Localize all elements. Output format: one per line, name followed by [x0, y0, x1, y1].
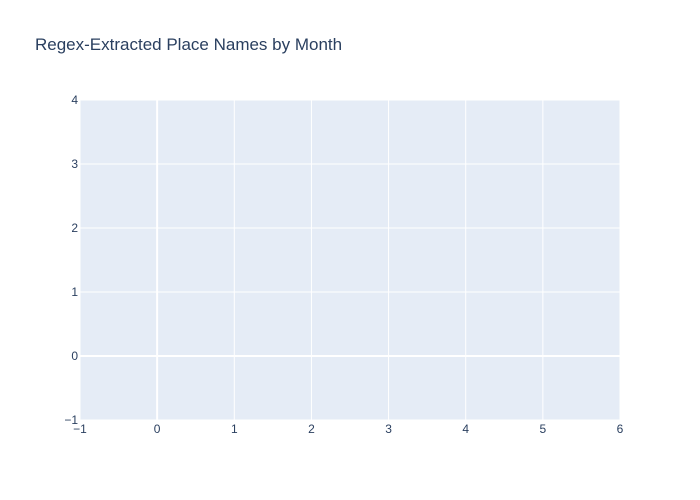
- x-tick-label: 3: [385, 422, 392, 436]
- y-tick-label: 3: [71, 157, 78, 171]
- x-tick-label: 1: [231, 422, 238, 436]
- chart-title: Regex-Extracted Place Names by Month: [35, 35, 342, 54]
- y-tick-label: 4: [71, 93, 78, 107]
- grid-lines: [79, 99, 621, 421]
- y-tick-label: 1: [71, 285, 78, 299]
- x-tick-label: 4: [462, 422, 469, 436]
- y-axis-ticks: −1 0 1 2 3 4: [64, 93, 78, 427]
- x-tick-label: −1: [73, 422, 87, 436]
- x-tick-label: 2: [308, 422, 315, 436]
- x-tick-label: 6: [617, 422, 624, 436]
- y-tick-label: 0: [71, 349, 78, 363]
- plot-area: [80, 100, 620, 420]
- x-tick-label: 5: [540, 422, 547, 436]
- y-tick-label: −1: [64, 413, 78, 427]
- y-tick-label: 2: [71, 221, 78, 235]
- x-tick-label: 0: [154, 422, 161, 436]
- x-axis-ticks: −1 0 1 2 3 4 5 6: [73, 422, 624, 436]
